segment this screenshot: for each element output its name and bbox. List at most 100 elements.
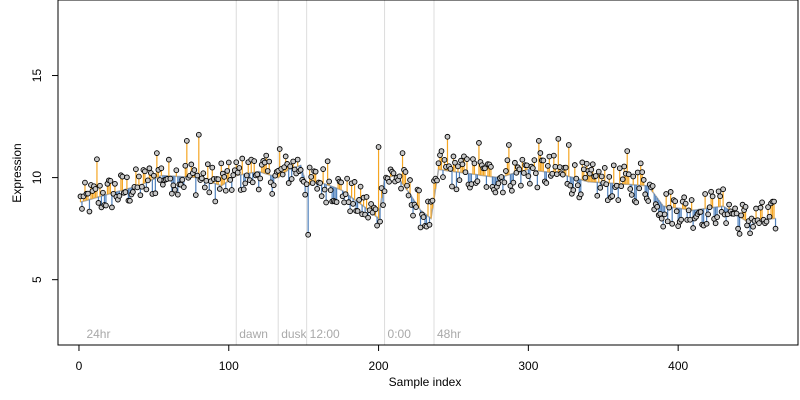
data-point (145, 177, 151, 184)
data-point (398, 185, 404, 192)
data-point (714, 214, 720, 220)
data-point (537, 150, 544, 156)
data-point (624, 148, 631, 154)
data-point (453, 186, 460, 193)
data-point (287, 163, 294, 170)
data-point (251, 158, 258, 164)
annotation-label: 24hr (86, 327, 110, 341)
data-point (285, 180, 292, 186)
data-point (678, 216, 685, 223)
data-point (673, 208, 680, 215)
data-point (658, 215, 665, 222)
data-point (582, 174, 589, 181)
data-point (702, 191, 708, 197)
data-point (365, 214, 371, 221)
data-point (474, 178, 481, 185)
data-point (173, 167, 180, 174)
data-point (462, 169, 469, 176)
data-point (468, 181, 475, 187)
data-point (195, 131, 202, 138)
data-point (509, 187, 515, 194)
data-point (321, 186, 328, 193)
x-tick-label: 400 (668, 359, 688, 373)
data-point (706, 204, 713, 211)
data-point (540, 157, 547, 164)
data-point (399, 150, 406, 156)
data-point (354, 208, 361, 214)
data-point (598, 173, 605, 180)
data-point (323, 199, 329, 206)
data-point (372, 206, 379, 213)
data-point (405, 192, 412, 199)
data-point (441, 156, 448, 163)
data-point (663, 191, 670, 197)
data-point (495, 180, 502, 187)
data-point (294, 156, 301, 163)
data-point (747, 230, 753, 237)
data-point (410, 212, 416, 219)
data-point (606, 173, 613, 180)
data-point (279, 171, 286, 178)
data-point (92, 186, 99, 192)
data-point (736, 231, 743, 237)
data-point (618, 183, 625, 190)
data-point (527, 180, 533, 187)
data-point (530, 165, 536, 171)
data-point (160, 181, 166, 188)
data-point (324, 158, 331, 165)
data-point (518, 182, 524, 189)
data-point (627, 186, 634, 192)
data-point (717, 193, 723, 200)
data-point (589, 161, 596, 168)
x-tick-label: 0 (76, 359, 83, 373)
data-point (512, 159, 518, 166)
data-point (174, 191, 181, 198)
data-point (434, 177, 440, 184)
data-point (771, 198, 777, 205)
data-point (571, 162, 578, 168)
points-layer (77, 131, 779, 238)
data-point (459, 161, 466, 168)
x-axis-label: Sample index (389, 375, 462, 389)
data-point (613, 182, 620, 189)
data-point (179, 176, 186, 183)
data-point (640, 177, 647, 183)
data-point (143, 186, 150, 193)
data-point (661, 211, 668, 218)
data-point (685, 207, 692, 214)
data-point (455, 163, 461, 170)
data-point (534, 184, 541, 191)
data-point (192, 192, 199, 198)
data-point (531, 157, 538, 163)
annotation-label: 0:00 (388, 327, 412, 341)
data-point (254, 171, 261, 178)
data-point (308, 174, 315, 180)
data-point (444, 133, 451, 140)
data-point (506, 142, 512, 148)
data-point (112, 180, 118, 187)
data-point (270, 182, 277, 189)
data-point (637, 160, 644, 167)
data-point (191, 167, 198, 173)
data-point (732, 205, 738, 212)
data-point (97, 182, 103, 189)
data-point (233, 159, 240, 166)
data-point (697, 209, 704, 215)
data-point (498, 174, 505, 180)
data-point (107, 178, 114, 184)
data-point (666, 204, 673, 211)
data-point (500, 189, 506, 196)
data-point (228, 187, 235, 193)
data-point (682, 200, 689, 207)
data-point (715, 188, 722, 195)
data-point (705, 211, 711, 218)
data-point (565, 142, 572, 148)
data-point (628, 192, 635, 198)
data-point (318, 193, 325, 200)
data-point (381, 188, 388, 195)
y-axis-label: Expression (10, 143, 24, 202)
data-point (577, 191, 584, 198)
data-point (488, 163, 494, 170)
data-point (225, 159, 232, 166)
data-point (753, 205, 759, 212)
